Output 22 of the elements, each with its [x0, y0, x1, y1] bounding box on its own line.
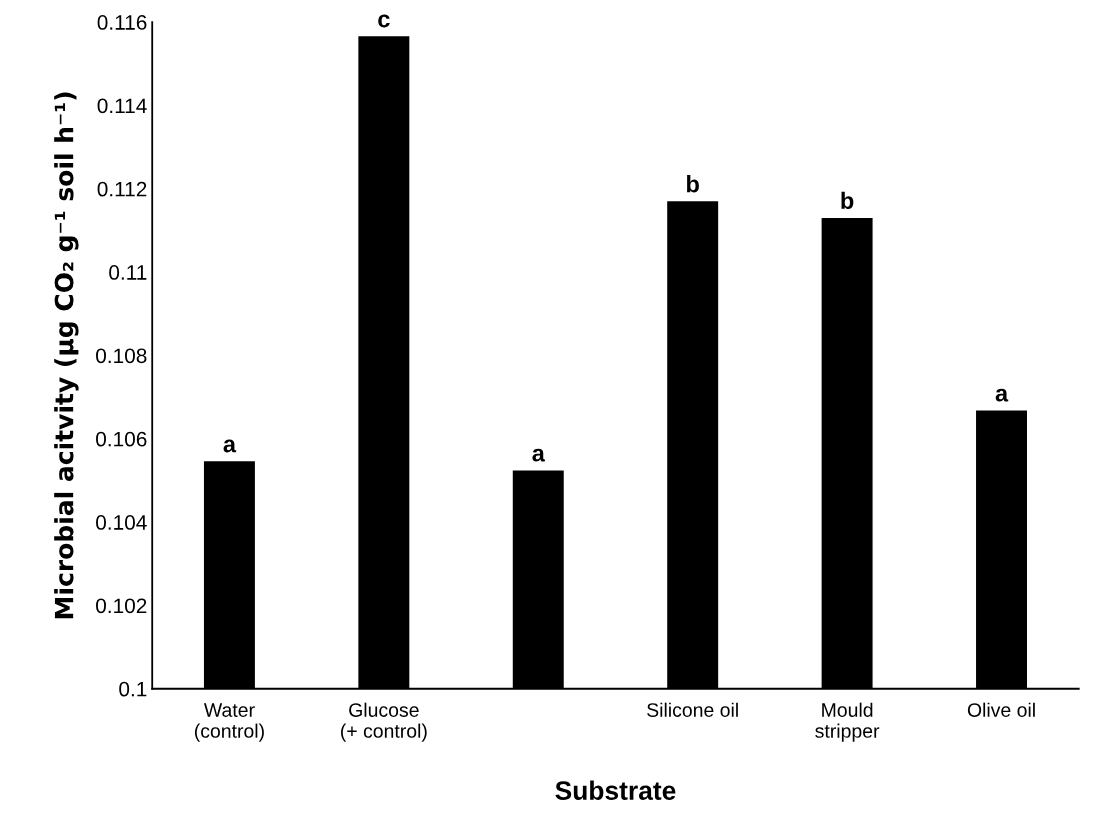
y-tick-label: 0.116	[97, 15, 147, 30]
y-tick-label: 0.1	[119, 681, 147, 697]
y-tick-label: 0.11	[109, 265, 147, 280]
y-tick-label: 0.104	[96, 515, 147, 530]
x-tick-label: Mould stripper	[815, 702, 880, 742]
annotation: b	[687, 175, 699, 193]
y-tick-label: 0.102	[96, 598, 147, 614]
y-tick-label: 0.114	[97, 98, 147, 114]
y-tick-label: 0.106	[96, 431, 147, 447]
y-axis-title: Microbial acitvity (µg CO₂ g⁻¹ soil h⁻¹)	[54, 92, 79, 619]
y-tick-label: 0.112	[97, 181, 147, 197]
x-axis-title: Substrate	[555, 780, 676, 800]
annotation: a	[223, 439, 237, 453]
x-tick-label: Olive oil	[967, 702, 1035, 717]
annotation: a	[532, 448, 545, 462]
annotation: c	[378, 14, 390, 28]
x-tick-label: Glucose (+ control)	[341, 702, 427, 742]
x-tick-label: Water (control)	[194, 703, 264, 742]
annotation: a	[995, 388, 1009, 402]
x-tick-label: Silicone oil	[647, 702, 738, 717]
y-tick-label: 0.108	[96, 348, 147, 364]
annotation: b	[841, 191, 854, 210]
